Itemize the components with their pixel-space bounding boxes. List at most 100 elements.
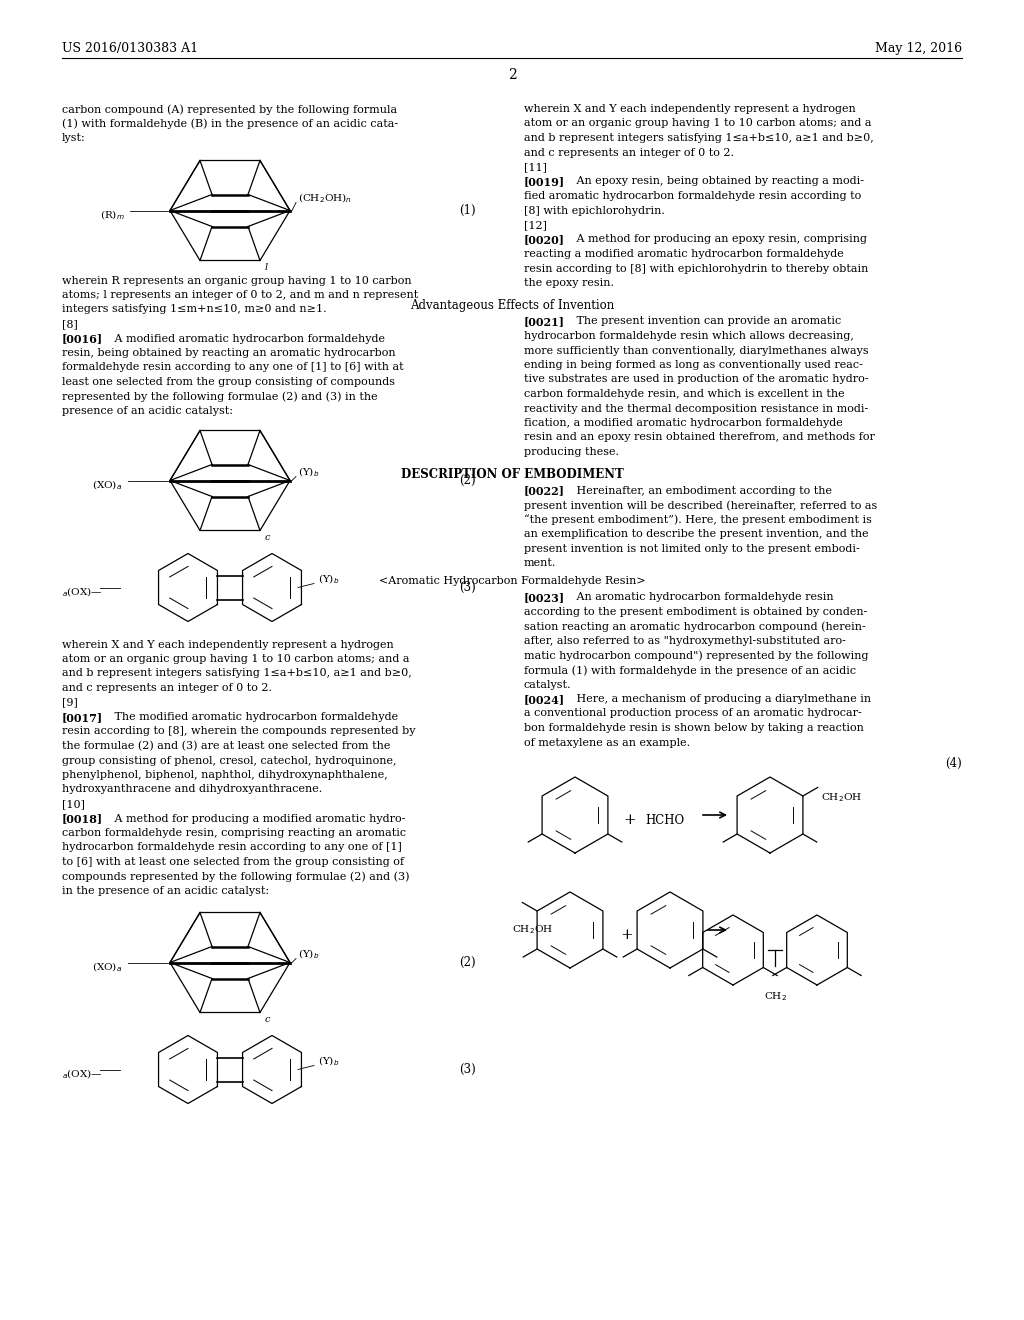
Text: catalyst.: catalyst. xyxy=(524,680,571,689)
Text: Here, a mechanism of producing a diarylmethane in: Here, a mechanism of producing a diarylm… xyxy=(566,694,871,704)
Text: (2): (2) xyxy=(460,474,476,487)
Text: [8]: [8] xyxy=(62,319,78,329)
Text: and b represent integers satisfying 1≤a+b≤10, a≥1 and b≥0,: and b represent integers satisfying 1≤a+… xyxy=(524,133,873,143)
Text: present invention will be described (hereinafter, referred to as: present invention will be described (her… xyxy=(524,500,878,511)
Text: “the present embodiment”). Here, the present embodiment is: “the present embodiment”). Here, the pre… xyxy=(524,515,871,525)
Text: hydrocarbon formaldehyde resin according to any one of [1]: hydrocarbon formaldehyde resin according… xyxy=(62,842,401,853)
Text: CH$_2$OH: CH$_2$OH xyxy=(512,923,553,936)
Text: carbon compound (A) represented by the following formula: carbon compound (A) represented by the f… xyxy=(62,104,397,115)
Text: c: c xyxy=(265,533,270,543)
Text: (Y)$_b$: (Y)$_b$ xyxy=(318,573,339,586)
Text: A modified aromatic hydrocarbon formaldehyde: A modified aromatic hydrocarbon formalde… xyxy=(104,334,385,343)
Text: formaldehyde resin according to any one of [1] to [6] with at: formaldehyde resin according to any one … xyxy=(62,363,403,372)
Text: (Y)$_b$: (Y)$_b$ xyxy=(298,466,319,479)
Text: reactivity and the thermal decomposition resistance in modi-: reactivity and the thermal decomposition… xyxy=(524,404,868,413)
Text: [0019]: [0019] xyxy=(524,177,565,187)
Text: [0020]: [0020] xyxy=(524,235,565,246)
Text: hydroxyanthracene and dihydroxyanthracene.: hydroxyanthracene and dihydroxyanthracen… xyxy=(62,784,323,795)
Text: CH$_2$OH: CH$_2$OH xyxy=(821,792,862,804)
Text: (XO)$_a$: (XO)$_a$ xyxy=(92,479,122,492)
Text: the formulae (2) and (3) are at least one selected from the: the formulae (2) and (3) are at least on… xyxy=(62,741,390,751)
Text: after, also referred to as "hydroxymethyl-substituted aro-: after, also referred to as "hydroxymethy… xyxy=(524,636,846,645)
Text: and c represents an integer of 0 to 2.: and c represents an integer of 0 to 2. xyxy=(62,682,272,693)
Text: resin according to [8], wherein the compounds represented by: resin according to [8], wherein the comp… xyxy=(62,726,416,737)
Text: A method for producing a modified aromatic hydro-: A method for producing a modified aromat… xyxy=(104,813,406,824)
Text: a conventional production process of an aromatic hydrocar-: a conventional production process of an … xyxy=(524,709,862,718)
Text: phenylphenol, biphenol, naphthol, dihydroxynaphthalene,: phenylphenol, biphenol, naphthol, dihydr… xyxy=(62,770,388,780)
Text: [0023]: [0023] xyxy=(524,593,565,603)
Text: reacting a modified aromatic hydrocarbon formaldehyde: reacting a modified aromatic hydrocarbon… xyxy=(524,249,844,259)
Text: [10]: [10] xyxy=(62,799,85,809)
Text: $_a$(OX)—: $_a$(OX)— xyxy=(62,1068,102,1081)
Text: wherein X and Y each independently represent a hydrogen: wherein X and Y each independently repre… xyxy=(62,639,394,649)
Text: (Y)$_b$: (Y)$_b$ xyxy=(318,1055,339,1068)
Text: An aromatic hydrocarbon formaldehyde resin: An aromatic hydrocarbon formaldehyde res… xyxy=(566,593,834,602)
Text: (1) with formaldehyde (B) in the presence of an acidic cata-: (1) with formaldehyde (B) in the presenc… xyxy=(62,119,398,129)
Text: wherein X and Y each independently represent a hydrogen: wherein X and Y each independently repre… xyxy=(524,104,856,114)
Text: [9]: [9] xyxy=(62,697,78,708)
Text: formula (1) with formaldehyde in the presence of an acidic: formula (1) with formaldehyde in the pre… xyxy=(524,665,856,676)
Text: an exemplification to describe the present invention, and the: an exemplification to describe the prese… xyxy=(524,529,868,539)
Text: atom or an organic group having 1 to 10 carbon atoms; and a: atom or an organic group having 1 to 10 … xyxy=(62,653,410,664)
Text: (4): (4) xyxy=(945,756,962,770)
Text: [0024]: [0024] xyxy=(524,694,565,705)
Text: $_a$(OX)—: $_a$(OX)— xyxy=(62,586,102,599)
Text: [8] with epichlorohydrin.: [8] with epichlorohydrin. xyxy=(524,206,665,215)
Text: (3): (3) xyxy=(459,581,476,594)
Text: atoms; l represents an integer of 0 to 2, and m and n represent: atoms; l represents an integer of 0 to 2… xyxy=(62,290,418,300)
Text: and b represent integers satisfying 1≤a+b≤10, a≥1 and b≥0,: and b represent integers satisfying 1≤a+… xyxy=(62,668,412,678)
Text: integers satisfying 1≤m+n≤10, m≥0 and n≥1.: integers satisfying 1≤m+n≤10, m≥0 and n≥… xyxy=(62,305,327,314)
Text: matic hydrocarbon compound") represented by the following: matic hydrocarbon compound") represented… xyxy=(524,651,868,661)
Text: Hereinafter, an embodiment according to the: Hereinafter, an embodiment according to … xyxy=(566,486,831,495)
Text: 2: 2 xyxy=(508,69,516,82)
Text: lyst:: lyst: xyxy=(62,133,86,143)
Text: of metaxylene as an example.: of metaxylene as an example. xyxy=(524,738,690,747)
Text: carbon formaldehyde resin, comprising reacting an aromatic: carbon formaldehyde resin, comprising re… xyxy=(62,828,407,838)
Text: fication, a modified aromatic hydrocarbon formaldehyde: fication, a modified aromatic hydrocarbo… xyxy=(524,418,843,428)
Text: US 2016/0130383 A1: US 2016/0130383 A1 xyxy=(62,42,198,55)
Text: c: c xyxy=(265,1015,270,1024)
Text: more sufficiently than conventionally, diarylmethanes always: more sufficiently than conventionally, d… xyxy=(524,346,868,355)
Text: +: + xyxy=(624,813,636,828)
Text: <Aromatic Hydrocarbon Formaldehyde Resin>: <Aromatic Hydrocarbon Formaldehyde Resin… xyxy=(379,577,645,586)
Text: present invention is not limited only to the present embodi-: present invention is not limited only to… xyxy=(524,544,860,553)
Text: bon formaldehyde resin is shown below by taking a reaction: bon formaldehyde resin is shown below by… xyxy=(524,723,864,733)
Text: [0018]: [0018] xyxy=(62,813,103,825)
Text: [0021]: [0021] xyxy=(524,317,565,327)
Text: +: + xyxy=(621,928,634,942)
Text: group consisting of phenol, cresol, catechol, hydroquinone,: group consisting of phenol, cresol, cate… xyxy=(62,755,396,766)
Text: ending in being formed as long as conventionally used reac-: ending in being formed as long as conven… xyxy=(524,360,863,370)
Text: (1): (1) xyxy=(460,205,476,216)
Text: tive substrates are used in production of the aromatic hydro-: tive substrates are used in production o… xyxy=(524,375,868,384)
Text: presence of an acidic catalyst:: presence of an acidic catalyst: xyxy=(62,407,233,416)
Text: The modified aromatic hydrocarbon formaldehyde: The modified aromatic hydrocarbon formal… xyxy=(104,711,398,722)
Text: The present invention can provide an aromatic: The present invention can provide an aro… xyxy=(566,317,842,326)
Text: resin and an epoxy resin obtained therefrom, and methods for: resin and an epoxy resin obtained theref… xyxy=(524,433,874,442)
Text: (2): (2) xyxy=(460,956,476,969)
Text: ment.: ment. xyxy=(524,558,556,568)
Text: the epoxy resin.: the epoxy resin. xyxy=(524,279,614,288)
Text: carbon formaldehyde resin, and which is excellent in the: carbon formaldehyde resin, and which is … xyxy=(524,389,845,399)
Text: [11]: [11] xyxy=(524,162,547,172)
Text: to [6] with at least one selected from the group consisting of: to [6] with at least one selected from t… xyxy=(62,857,404,867)
Text: resin according to [8] with epichlorohydrin to thereby obtain: resin according to [8] with epichlorohyd… xyxy=(524,264,868,273)
Text: (XO)$_a$: (XO)$_a$ xyxy=(92,961,122,974)
Text: producing these.: producing these. xyxy=(524,447,618,457)
Text: Advantageous Effects of Invention: Advantageous Effects of Invention xyxy=(410,298,614,312)
Text: hydrocarbon formaldehyde resin which allows decreasing,: hydrocarbon formaldehyde resin which all… xyxy=(524,331,854,341)
Text: wherein R represents an organic group having 1 to 10 carbon: wherein R represents an organic group ha… xyxy=(62,276,412,285)
Text: A method for producing an epoxy resin, comprising: A method for producing an epoxy resin, c… xyxy=(566,235,867,244)
Text: l: l xyxy=(265,264,268,272)
Text: May 12, 2016: May 12, 2016 xyxy=(874,42,962,55)
Text: (CH$_2$OH)$_n$: (CH$_2$OH)$_n$ xyxy=(298,191,352,206)
Text: and c represents an integer of 0 to 2.: and c represents an integer of 0 to 2. xyxy=(524,148,734,157)
Text: resin, being obtained by reacting an aromatic hydrocarbon: resin, being obtained by reacting an aro… xyxy=(62,348,395,358)
Text: in the presence of an acidic catalyst:: in the presence of an acidic catalyst: xyxy=(62,886,269,896)
Text: CH$_2$: CH$_2$ xyxy=(764,990,786,1003)
Text: represented by the following formulae (2) and (3) in the: represented by the following formulae (2… xyxy=(62,392,378,403)
Text: HCHO: HCHO xyxy=(645,813,685,826)
Text: [0017]: [0017] xyxy=(62,711,103,723)
Text: (3): (3) xyxy=(459,1063,476,1076)
Text: [0022]: [0022] xyxy=(524,486,565,496)
Text: fied aromatic hydrocarbon formaldehyde resin according to: fied aromatic hydrocarbon formaldehyde r… xyxy=(524,191,861,201)
